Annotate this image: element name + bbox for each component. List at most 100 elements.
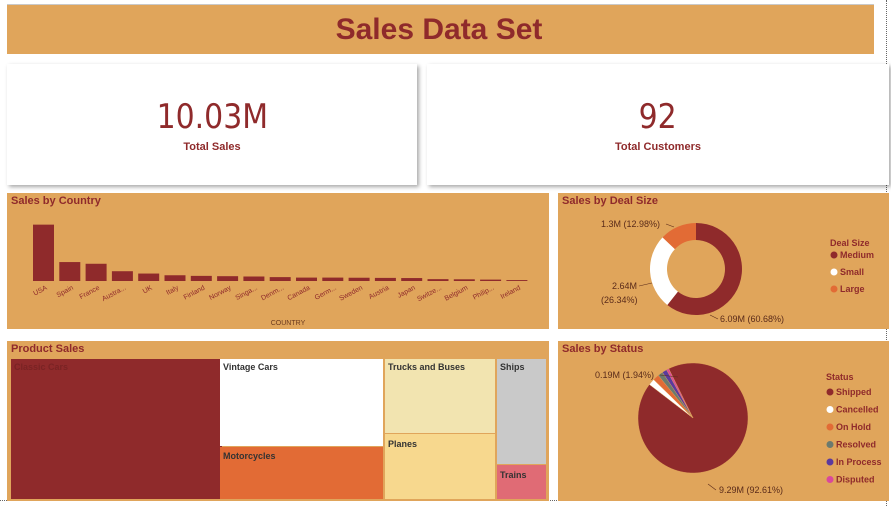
total-customers-label: Total Customers	[615, 140, 701, 153]
title-banner: Sales Data Set	[7, 4, 874, 54]
bar-tick-label: Ireland	[500, 285, 522, 301]
status-legend-title: Status	[826, 372, 854, 382]
legend-label-small[interactable]: Small	[840, 267, 864, 277]
bar-tick-label: Spain	[56, 285, 75, 300]
pie-label-cancelled: 0.19M (1.94%)	[595, 370, 654, 380]
kpi-card-total-customers[interactable]: 92 Total Customers	[427, 64, 889, 185]
legend-label-resolved[interactable]: Resolved	[836, 440, 876, 450]
bar-tick-label: Germ...	[314, 285, 338, 302]
sales-by-country-chart: USA Spain France Austra... UK Italy Finland Nor…	[32, 224, 528, 327]
bar-belgium[interactable]	[453, 279, 475, 281]
sales-by-deal-size-panel[interactable]: Sales by Deal Size 6.09M (60.68%) 2.64M (2…	[558, 193, 889, 329]
legend-label-disputed[interactable]: Disputed	[836, 475, 875, 485]
legend-marker-disputed	[826, 476, 834, 483]
bar-sweden[interactable]	[348, 277, 370, 281]
donut-slice-medium[interactable]	[667, 223, 742, 315]
legend-marker-cancelled	[826, 406, 834, 413]
bar-italy[interactable]	[164, 275, 186, 281]
legend-marker-shipped	[826, 388, 834, 396]
bar-france[interactable]	[85, 263, 107, 281]
donut-label-large: 1.3M (12.98%)	[601, 219, 660, 229]
treemap-label-motorcycles: Motorcycles	[223, 451, 276, 461]
bar-tick-label: Japan	[397, 285, 417, 300]
donut-slice-large[interactable]	[662, 223, 696, 250]
treemap-cell-trains[interactable]: Trains	[497, 465, 546, 499]
deal-size-donut-chart: 6.09M (60.68%) 2.64M (26.34%) 1.3M (12.98%)…	[601, 219, 874, 324]
bar-tick-label: Belgium	[444, 285, 470, 303]
bar-tick-label: Norway	[208, 284, 233, 302]
treemap-cell-classic-cars[interactable]: Classic Cars	[11, 359, 222, 499]
bar-tick-label: Singa...	[235, 285, 259, 302]
legend-marker-large	[830, 285, 838, 293]
total-sales-value: 10.03M	[156, 96, 268, 137]
deal-size-legend-title: Deal Size	[830, 238, 870, 248]
country-axis-title: COUNTRY	[271, 320, 306, 327]
kpi-card-total-sales[interactable]: 10.03M Total Sales	[7, 64, 417, 185]
page-title: Sales Data Set	[335, 12, 543, 46]
legend-label-medium[interactable]: Medium	[840, 250, 874, 260]
treemap-cell-planes[interactable]: Planes	[385, 434, 495, 499]
pie-label-shipped: 9.29M (92.61%)	[719, 485, 783, 495]
bar-singa[interactable]	[243, 276, 265, 281]
treemap-cell-motorcycles[interactable]: Motorcycles	[220, 447, 383, 499]
bar-tick-label: Austra...	[101, 285, 127, 303]
bar-tick-label: UK	[142, 284, 154, 295]
bar-tick-label: Switze...	[416, 285, 443, 304]
sales-by-status-title: Sales by Status	[562, 343, 644, 355]
sales-by-status-panel[interactable]: Sales by Status 9.29M (92.61%) 0.19M (1.9…	[558, 341, 889, 501]
legend-label-cancelled[interactable]: Cancelled	[836, 405, 879, 415]
bar-tick-label: Austria	[368, 285, 391, 301]
status-pie-chart: 9.29M (92.61%) 0.19M (1.94%) Status Shipp…	[595, 362, 882, 495]
total-customers-value: 92	[638, 96, 678, 137]
treemap-cell-ships[interactable]: Ships	[497, 359, 546, 464]
donut-slice-small[interactable]	[650, 237, 678, 305]
legend-label-in-process[interactable]: In Process	[836, 457, 882, 467]
sales-by-country-panel[interactable]: Sales by Country USA Spain France Austra...…	[7, 193, 549, 329]
bar-switze[interactable]	[427, 279, 449, 281]
legend-label-large[interactable]: Large	[840, 284, 865, 294]
donut-label-small: 2.64M	[612, 281, 637, 291]
bar-tick-label: USA	[32, 284, 48, 297]
bar-canada[interactable]	[296, 277, 317, 281]
donut-label-medium: 6.09M (60.68%)	[720, 314, 784, 324]
bar-tick-label: Italy	[165, 284, 180, 296]
legend-label-on-hold[interactable]: On Hold	[836, 422, 871, 432]
bar-spain[interactable]	[59, 262, 81, 281]
bar-germ[interactable]	[322, 277, 344, 281]
treemap-label-classic-cars: Classic Cars	[14, 362, 69, 372]
bar-austria[interactable]	[374, 277, 396, 281]
bar-tick-label: France	[79, 285, 102, 301]
bar-uk[interactable]	[138, 273, 160, 281]
treemap-cell-vintage-cars[interactable]: Vintage Cars	[220, 359, 383, 446]
bar-denm[interactable]	[269, 277, 291, 281]
legend-marker-small	[830, 268, 838, 276]
sales-by-deal-size-title: Sales by Deal Size	[562, 195, 658, 207]
legend-label-shipped[interactable]: Shipped	[836, 387, 872, 397]
legend-marker-in-process	[826, 458, 834, 466]
bar-philip[interactable]	[480, 279, 502, 281]
bar-finland[interactable]	[190, 275, 212, 281]
pie-slice-disputed[interactable]	[666, 368, 694, 419]
donut-label-small-percent: (26.34%)	[601, 295, 638, 305]
bar-tick-label: Sweden	[338, 285, 364, 303]
bar-tick-label: Canada	[286, 285, 311, 303]
legend-marker-on-hold	[826, 423, 834, 431]
bar-tick-label: Philip...	[472, 285, 496, 302]
treemap-label-trains: Trains	[500, 470, 527, 480]
legend-marker-medium	[830, 251, 838, 259]
total-sales-label: Total Sales	[183, 140, 241, 153]
bar-ireland[interactable]	[506, 280, 528, 281]
bar-tick-label: Denm...	[260, 285, 285, 303]
bar-usa[interactable]	[33, 224, 54, 281]
treemap-label-planes: Planes	[388, 439, 418, 449]
bar-norway[interactable]	[217, 276, 239, 281]
bar-austra[interactable]	[111, 271, 133, 281]
product-sales-panel[interactable]: Product Sales Classic Cars Vintage Cars …	[7, 341, 549, 501]
treemap-cell-trucks-and-buses[interactable]: Trucks and Buses	[385, 359, 495, 433]
treemap-label-trucks-and-buses: Trucks and Buses	[388, 362, 466, 372]
treemap-label-vintage-cars: Vintage Cars	[223, 362, 278, 372]
bar-tick-label: Finland	[183, 285, 207, 302]
sales-by-country-title: Sales by Country	[11, 195, 101, 207]
bar-japan[interactable]	[401, 278, 423, 281]
treemap-label-ships: Ships	[500, 362, 525, 372]
